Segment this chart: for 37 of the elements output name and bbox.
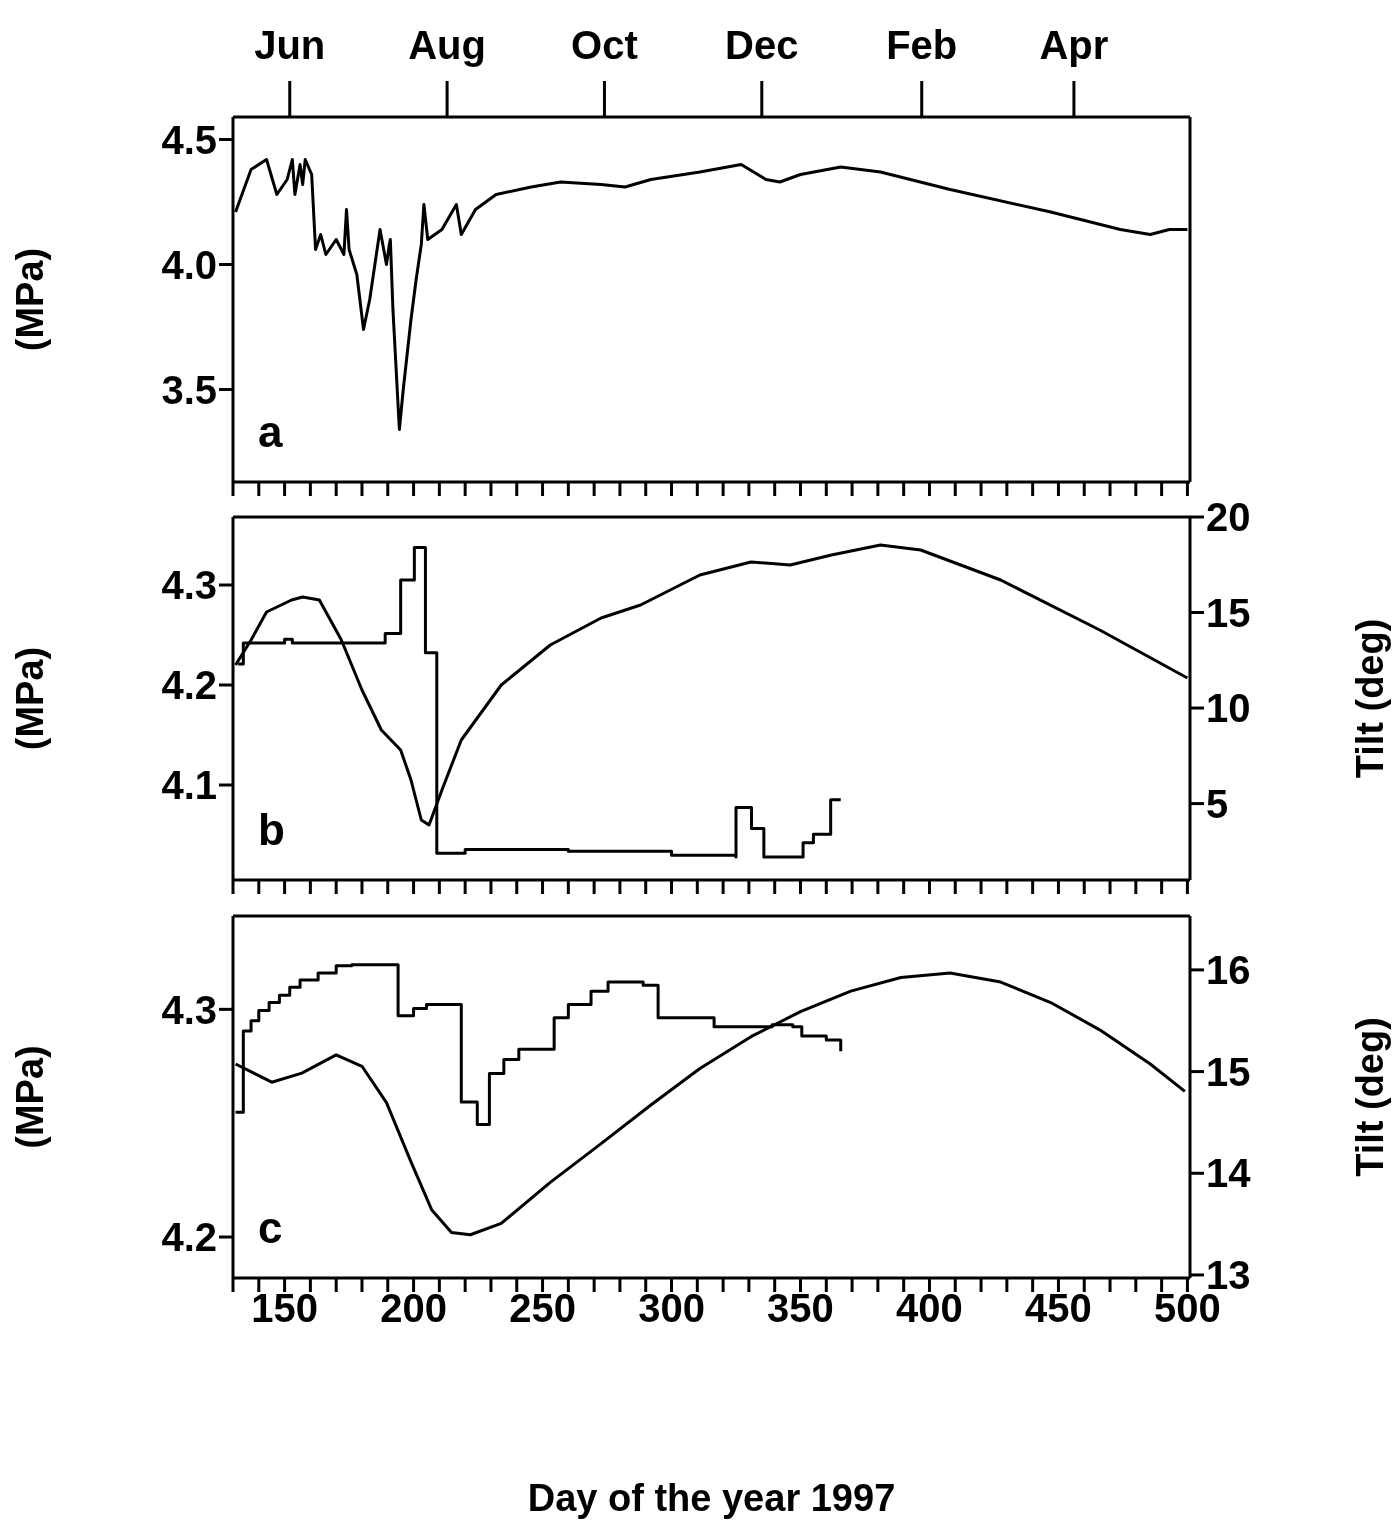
- annotation: a: [258, 407, 283, 457]
- y2-tick-label: 15: [1206, 1049, 1251, 1094]
- annotation: c: [258, 1203, 283, 1253]
- x-tick-label: 350: [767, 1286, 834, 1331]
- y2-tick-label: 20: [1206, 495, 1251, 540]
- x-tick-label: 200: [380, 1286, 447, 1331]
- x2-tick-label: Dec: [725, 23, 799, 67]
- x-axis-title: Day of the year 1997: [527, 1477, 896, 1519]
- y-tick-label: 3.5: [161, 367, 217, 412]
- x-tick-label: 400: [896, 1286, 963, 1331]
- y-tick-label: 4.1: [161, 763, 217, 808]
- x2-tick-label: Aug: [408, 23, 486, 67]
- y2-tick-label: 15: [1206, 590, 1251, 635]
- y-tick-label: 4.2: [161, 663, 217, 708]
- x-tick-label: 300: [638, 1286, 705, 1331]
- x-tick-label: 450: [1025, 1286, 1092, 1331]
- x-tick-label: 250: [509, 1286, 576, 1331]
- y-axis-title: (MPa): [9, 646, 51, 751]
- x2-tick-label: Oct: [571, 23, 638, 67]
- y-axis-title: (MPa): [9, 247, 51, 352]
- y2-tick-label: 5: [1206, 781, 1229, 826]
- y-tick-label: 4.5: [161, 117, 217, 162]
- y-tick-label: 4.3: [161, 563, 217, 608]
- y2-axis-title: Tilt (deg): [1349, 1017, 1391, 1177]
- y-tick-label: 4.0: [161, 242, 217, 287]
- x2-tick-label: Jun: [254, 23, 326, 67]
- y-tick-label: 4.2: [161, 1215, 217, 1260]
- x2-tick-label: Feb: [886, 23, 958, 67]
- y2-tick-label: 10: [1206, 686, 1251, 731]
- y2-tick-label: 14: [1206, 1151, 1252, 1196]
- y-tick-label: 4.3: [161, 987, 217, 1032]
- y2-axis-title: Tilt (deg): [1349, 618, 1391, 779]
- annotation: b: [258, 805, 285, 855]
- y2-tick-label: 16: [1206, 948, 1251, 993]
- x2-tick-label: Apr: [1039, 23, 1109, 67]
- x-tick-label: 150: [251, 1286, 318, 1331]
- y-axis-title: (MPa): [9, 1045, 51, 1149]
